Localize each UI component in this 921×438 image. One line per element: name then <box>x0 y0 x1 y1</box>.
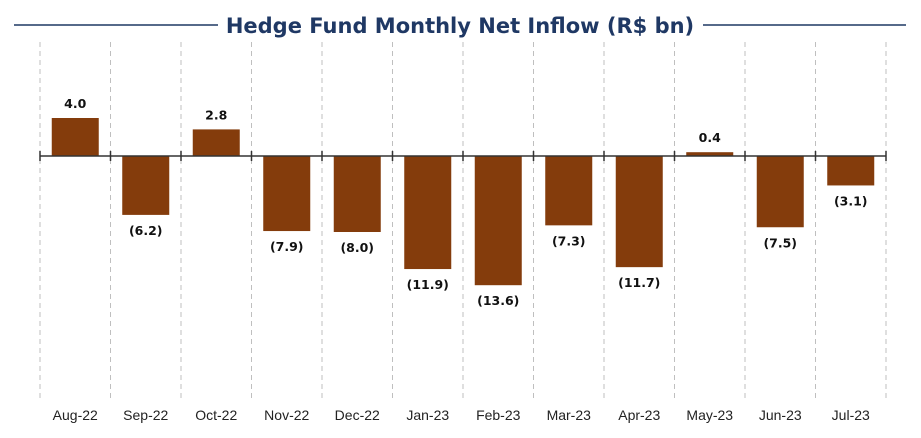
x-tick-label: Aug-22 <box>53 407 98 423</box>
bar-sep-22 <box>122 156 170 215</box>
data-label: (13.6) <box>477 293 519 308</box>
bar-oct-22 <box>192 129 240 156</box>
data-label: (7.9) <box>270 239 304 254</box>
data-label: (6.2) <box>129 223 163 238</box>
data-label: (7.5) <box>763 235 797 250</box>
bar-aug-22 <box>51 118 99 156</box>
x-tick-label: Jun-23 <box>759 407 802 423</box>
data-label: (8.0) <box>340 240 374 255</box>
bar-dec-22 <box>333 156 381 232</box>
data-label: 2.8 <box>205 107 227 122</box>
data-label: (11.7) <box>618 275 660 290</box>
bar-jan-23 <box>404 156 452 270</box>
bar-jul-23 <box>827 156 875 186</box>
chart-title: Hedge Fund Monthly Net Inflow (R$ bn) <box>226 14 694 38</box>
data-label: (3.1) <box>834 193 868 208</box>
data-label: (7.3) <box>552 233 586 248</box>
data-label: 0.4 <box>699 130 721 145</box>
x-tick-label: Sep-22 <box>123 407 168 423</box>
x-tick-label: Dec-22 <box>335 407 380 423</box>
x-tick-label: Mar-23 <box>547 407 592 423</box>
bar-jun-23 <box>756 156 804 228</box>
bar-apr-23 <box>615 156 663 268</box>
x-tick-label: Jul-23 <box>832 407 870 423</box>
x-tick-label: Oct-22 <box>195 407 237 423</box>
x-tick-label: Nov-22 <box>264 407 309 423</box>
bar-mar-23 <box>545 156 593 226</box>
x-tick-label: Jan-23 <box>406 407 449 423</box>
bar-may-23 <box>686 152 734 156</box>
x-tick-label: May-23 <box>686 407 733 423</box>
data-label: (11.9) <box>407 277 449 292</box>
x-tick-label: Apr-23 <box>618 407 660 423</box>
bar-nov-22 <box>263 156 311 232</box>
x-tick-label: Feb-23 <box>476 407 521 423</box>
bar-feb-23 <box>474 156 522 286</box>
data-label: 4.0 <box>64 96 86 111</box>
